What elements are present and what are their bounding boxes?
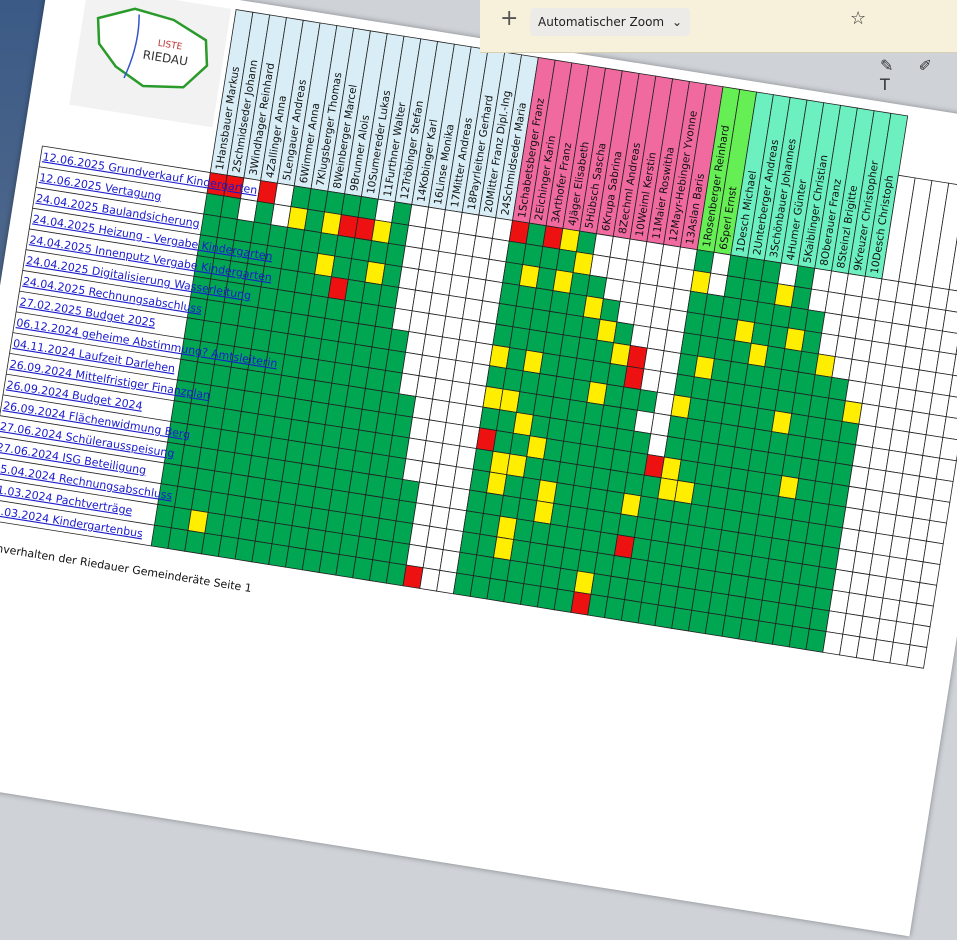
vote-cell [925, 519, 947, 545]
logo-river [123, 14, 140, 79]
vote-cell [909, 623, 931, 648]
row-line [6, 373, 175, 402]
zoom-label: Automatischer Zoom [538, 15, 665, 29]
row-line [0, 415, 168, 443]
vote-cell [938, 330, 957, 355]
vote-cell [912, 602, 934, 628]
vote-cell [952, 354, 957, 379]
vote-cell [919, 561, 941, 586]
zoom-select[interactable]: Automatischer Zoom ⌄ [530, 8, 690, 36]
row-line [9, 352, 178, 381]
logo-text: RIEDAU [142, 48, 189, 69]
vote-cell [922, 540, 944, 565]
vote-cell [916, 582, 938, 607]
row-line [2, 394, 171, 422]
row-line [0, 498, 155, 526]
row-line [0, 456, 162, 485]
row-line [19, 290, 188, 319]
vote-cell [948, 374, 957, 400]
logo: LISTE RIEDAU [69, 0, 232, 128]
vote-cell [932, 478, 954, 503]
logo-text: LISTE [157, 39, 183, 53]
row-line [0, 477, 158, 505]
table-border [0, 145, 43, 520]
viewer-toolbar: + Automatischer Zoom ⌄ ☆ ✎ ✐ T [480, 0, 957, 94]
bookmark-icon[interactable]: ☆ [850, 8, 867, 29]
row-line [35, 187, 204, 215]
row-line [32, 207, 201, 236]
vote-cell [935, 457, 957, 483]
row-line [0, 435, 165, 464]
vote-cell [929, 499, 951, 524]
row-line [16, 311, 185, 339]
logo-map [96, 7, 209, 89]
zoom-in-button[interactable]: + [500, 6, 519, 31]
row-line [25, 249, 194, 277]
row-line [0, 518, 152, 547]
row-line [39, 166, 208, 194]
row-line [22, 270, 191, 298]
vote-cell [939, 436, 957, 462]
row-line [42, 145, 211, 173]
vote-cell [906, 644, 928, 669]
row-line [29, 228, 198, 256]
annotation-tools[interactable]: ✎ ✐ T [880, 56, 942, 94]
row-line [12, 332, 181, 360]
